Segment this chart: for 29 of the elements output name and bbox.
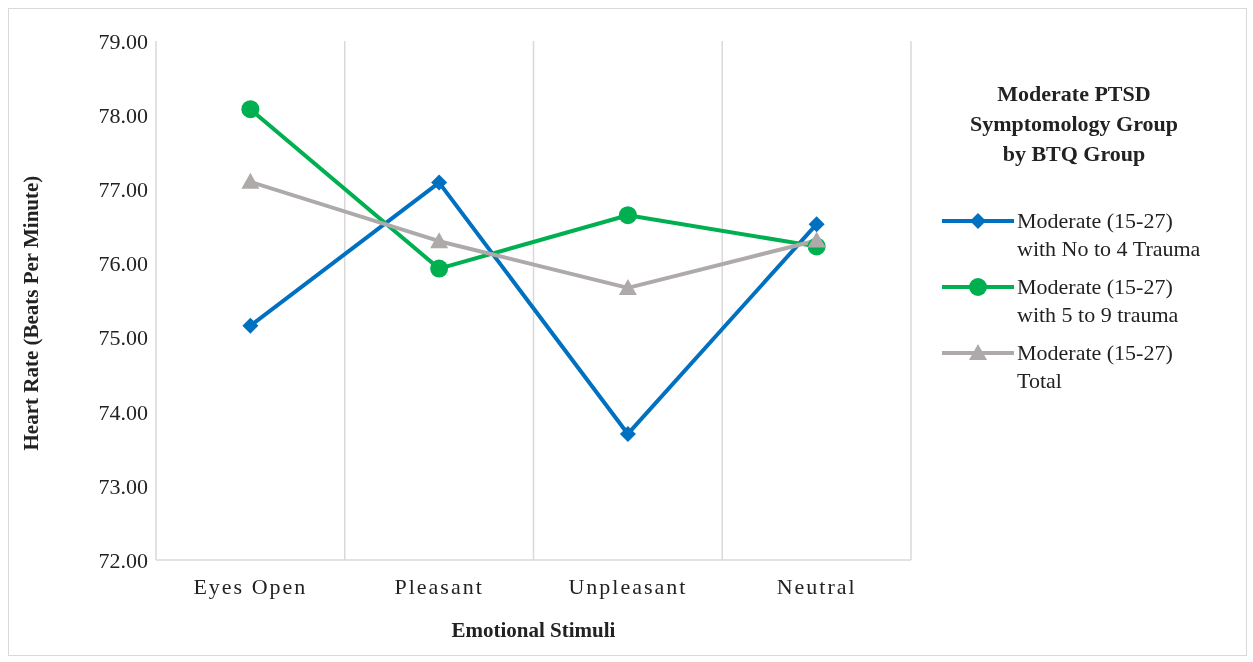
point — [242, 317, 259, 334]
point — [618, 206, 637, 225]
legend-label: Moderate (15-27) with No to 4 Trauma — [1017, 207, 1202, 263]
x-tick-label: Pleasant — [394, 573, 484, 599]
x-axis-title: Emotional Stimuli — [451, 618, 616, 642]
point — [808, 216, 825, 233]
legend-label: Moderate (15-27) with 5 to 9 trauma — [1017, 273, 1180, 329]
point — [430, 259, 449, 278]
y-axis-title: Heart Rate (Beats Per Minute) — [19, 175, 44, 451]
y-tick-label: 72.00 — [98, 547, 148, 573]
point — [807, 231, 826, 248]
point — [241, 172, 260, 189]
point — [241, 100, 260, 119]
y-tick-label: 79.00 — [98, 28, 148, 54]
y-tick-label: 78.00 — [98, 102, 148, 128]
point — [430, 232, 449, 249]
y-tick-label: 75.00 — [98, 325, 148, 351]
y-tick-label: 76.00 — [98, 251, 148, 277]
point — [619, 425, 636, 442]
y-tick-label: 73.00 — [98, 473, 148, 499]
x-tick-label: Unpleasant — [568, 573, 688, 599]
point — [618, 278, 637, 295]
x-tick-label: Eyes Open — [193, 573, 308, 599]
point — [431, 174, 448, 191]
y-tick-label: 74.00 — [98, 399, 148, 425]
y-tick-label: 77.00 — [98, 177, 148, 203]
legend-label: Moderate (15-27) Total — [1017, 339, 1174, 395]
x-tick-label: Neutral — [776, 573, 857, 599]
legend-title: Moderate PTSD Symptomology Group by BTQ Group — [969, 80, 1179, 168]
